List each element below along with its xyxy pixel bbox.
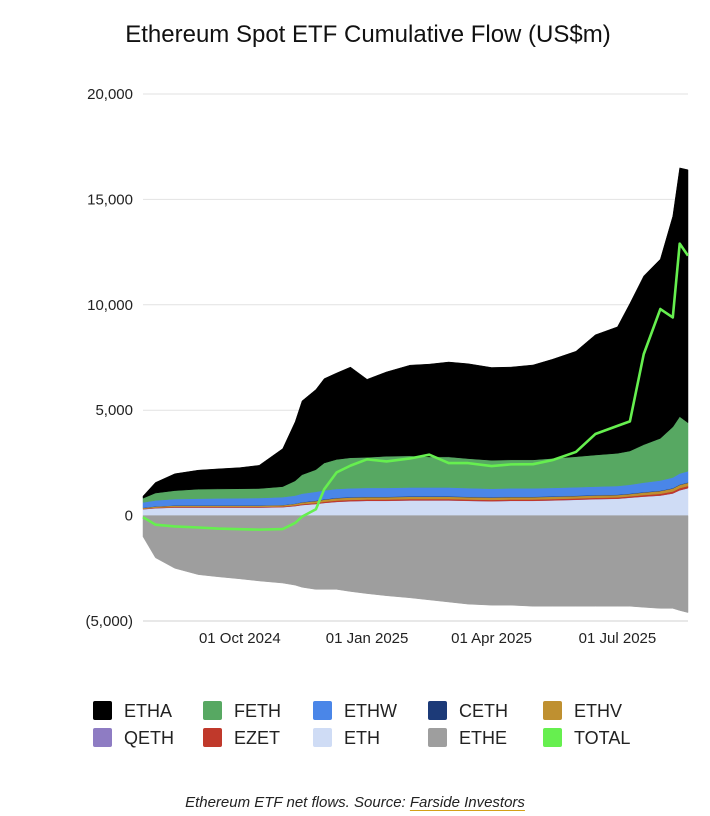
y-tick-label: 15,000 <box>87 191 133 208</box>
x-axis: 01 Oct 2024 01 Jan 2025 01 Apr 2025 01 Jul … <box>199 630 656 647</box>
legend-swatch <box>543 701 562 720</box>
x-tick-label: 01 Jul 2025 <box>579 630 657 647</box>
legend-swatch <box>93 701 112 720</box>
legend-swatch <box>313 701 332 720</box>
legend-item-ezet: EZET <box>203 728 280 748</box>
y-tick-label: 5,000 <box>95 402 133 419</box>
legend-item-etha: ETHA <box>93 701 172 721</box>
legend-swatch <box>203 728 222 747</box>
chart-title: Ethereum Spot ETF Cumulative Flow (US$m) <box>125 21 610 48</box>
y-axis: 20,000 15,000 10,000 5,000 0 (5,000) <box>85 86 133 630</box>
y-tick-label: 10,000 <box>87 297 133 314</box>
legend-label: FETH <box>234 701 281 721</box>
legend-item-eth: ETH <box>313 728 380 748</box>
legend-swatch <box>93 728 112 747</box>
total-line-group <box>142 242 690 531</box>
y-tick-label: 20,000 <box>87 86 133 103</box>
legend-label: QETH <box>124 728 174 748</box>
legend: ETHA FETH ETHW CETH ETHV QETH EZET ETH ETHE TOTAL <box>93 701 630 748</box>
x-tick-label: 01 Jan 2025 <box>326 630 409 647</box>
legend-swatch <box>428 728 447 747</box>
area-ethe <box>142 515 689 613</box>
x-tick-label: 01 Oct 2024 <box>199 630 281 647</box>
legend-label: ETHE <box>459 728 507 748</box>
legend-swatch <box>313 728 332 747</box>
stacked-areas <box>142 167 689 613</box>
legend-item-feth: FETH <box>203 701 281 721</box>
legend-swatch <box>543 728 562 747</box>
source-link[interactable]: Farside Investors <box>409 794 525 811</box>
legend-swatch <box>428 701 447 720</box>
line-total <box>142 242 690 531</box>
legend-label: ETHW <box>344 701 397 721</box>
legend-swatch <box>203 701 222 720</box>
legend-label: ETHA <box>124 701 172 721</box>
caption-text: Ethereum ETF net flows. Source: <box>185 794 410 811</box>
legend-item-ceth: CETH <box>428 701 508 721</box>
legend-item-ethv: ETHV <box>543 701 622 721</box>
y-tick-label: (5,000) <box>85 613 133 630</box>
area-etha <box>142 167 689 499</box>
legend-item-total: TOTAL <box>543 728 630 748</box>
legend-item-ethw: ETHW <box>313 701 397 721</box>
legend-label: ETHV <box>574 701 622 721</box>
source-caption: Ethereum ETF net flows. Source: Farside … <box>0 794 710 811</box>
legend-label: ETH <box>344 728 380 748</box>
legend-item-ethe: ETHE <box>428 728 507 748</box>
y-tick-label: 0 <box>125 508 133 525</box>
x-tick-label: 01 Apr 2025 <box>451 630 532 647</box>
legend-item-qeth: QETH <box>93 728 174 748</box>
legend-label: TOTAL <box>574 728 630 748</box>
legend-label: EZET <box>234 728 280 748</box>
legend-label: CETH <box>459 701 508 721</box>
